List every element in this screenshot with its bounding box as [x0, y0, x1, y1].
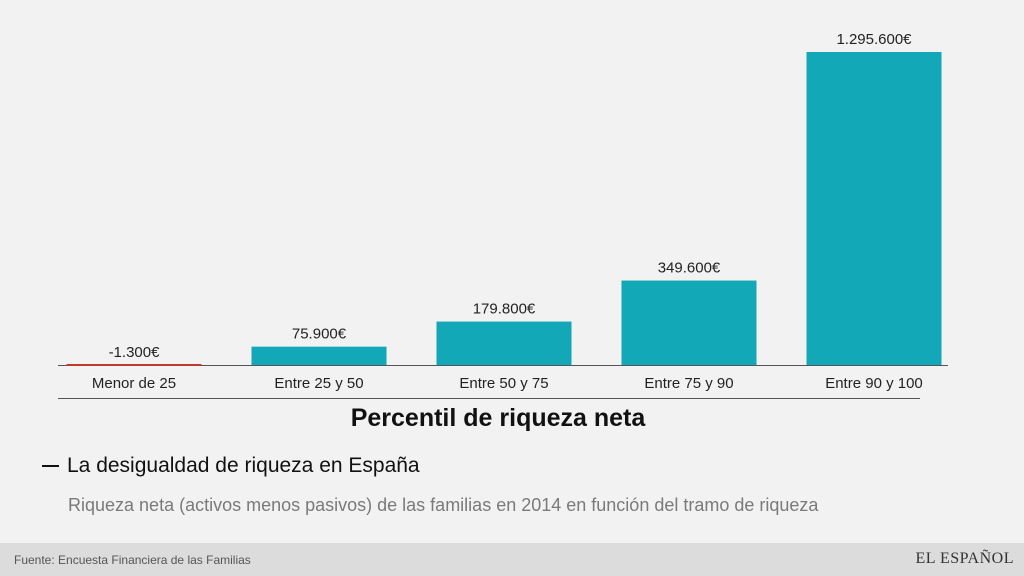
category-label: Entre 75 y 90: [644, 375, 733, 392]
chart-subtitle: Riqueza neta (activos menos pasivos) de …: [68, 495, 819, 515]
bar: [66, 364, 202, 366]
category-label: Entre 50 y 75: [459, 375, 548, 392]
category-label: Entre 25 y 50: [274, 375, 363, 392]
category-label: Menor de 25: [92, 375, 176, 392]
data-label: -1.300€: [109, 344, 161, 361]
bar: [251, 346, 387, 365]
bar: [806, 52, 942, 365]
brand-logo: EL ESPAÑOL: [915, 550, 1014, 567]
footer-bar: Fuente: Encuesta Financiera de las Famil…: [0, 543, 1024, 576]
title-dash-icon: [42, 465, 59, 467]
category-label: Entre 90 y 100: [825, 375, 923, 392]
data-label: 179.800€: [473, 301, 536, 318]
bar: [436, 321, 572, 365]
data-label: 75.900€: [292, 326, 347, 343]
bar-chart: -1.300€ Menor de 25 75.900€ Entre 25 y 50 17…: [58, 31, 948, 399]
data-label: 349.600€: [658, 260, 721, 277]
chart-title-row: La desigualdad de riqueza en España: [42, 454, 420, 478]
x-axis-title: Percentil de riqueza neta: [350, 404, 646, 432]
chart-title: La desigualdad de riqueza en España: [67, 454, 420, 477]
bar: [621, 280, 757, 365]
data-label: 1.295.600€: [836, 31, 912, 48]
source-note: Fuente: Encuesta Financiera de las Famil…: [14, 553, 251, 567]
